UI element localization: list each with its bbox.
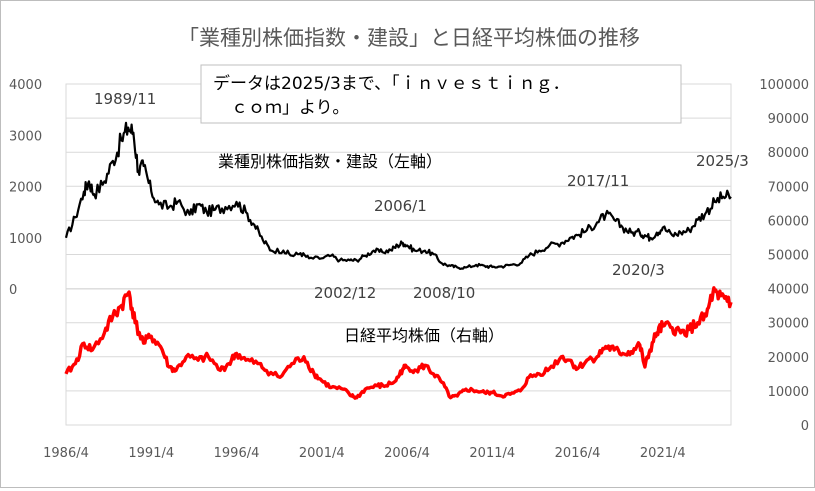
note-text-cont: ｃｏｍ」より。	[231, 98, 349, 118]
right-axis-tick-label: 10000	[768, 385, 809, 400]
x-axis-tick-label: 1996/4	[214, 446, 260, 461]
right-axis-tick-label: 30000	[768, 317, 809, 332]
right-axis-tick-label: 0	[801, 419, 809, 434]
series-label-construction: 業種別株価指数・建設（左軸）	[218, 152, 442, 171]
series-line-construction	[64, 121, 732, 270]
x-axis-tick-label: 1991/4	[128, 446, 174, 461]
annotation-2002-12: 2002/12	[314, 284, 376, 302]
left-axis: 0 1000 2000 3000 4000	[9, 78, 42, 298]
annotation-2020-3: 2020/3	[612, 261, 665, 279]
chart-title: 「業種別株価指数・建設」と日経平均株価の推移	[178, 26, 640, 50]
right-axis-tick-label: 20000	[768, 351, 809, 366]
note-text: データは2025/3まで、「ｉｎｖｅｓｔｉｎｇ．	[213, 73, 570, 94]
annotation-2017-11: 2017/11	[567, 172, 629, 190]
series-label-nikkei: 日経平均株価（右軸）	[344, 326, 504, 345]
annotation-1989-11: 1989/11	[94, 90, 156, 108]
x-axis: 1986/4 1991/4 1996/4 2001/4 2006/4 2011/4 2016…	[43, 446, 686, 461]
x-axis-tick-label: 2021/4	[640, 446, 686, 461]
annotation-2006-1: 2006/1	[374, 197, 427, 215]
left-axis-tick-label: 4000	[9, 78, 42, 93]
note-box: データは2025/3まで、「ｉｎｖｅｓｔｉｎｇ． ｃｏｍ」より。	[200, 64, 682, 124]
right-axis-tick-label: 40000	[768, 283, 809, 298]
right-axis-tick-label: 90000	[768, 112, 809, 127]
right-axis: 0 10000 20000 30000 40000 50000 60000 70000 8000…	[759, 78, 809, 434]
x-axis-tick-label: 1986/4	[43, 446, 89, 461]
annotation-2025-3: 2025/3	[696, 152, 749, 170]
right-axis-tick-label: 100000	[759, 78, 809, 93]
right-axis-tick-label: 60000	[768, 214, 809, 229]
left-axis-tick-label: 1000	[9, 232, 42, 247]
x-axis-tick-label: 2016/4	[555, 446, 601, 461]
right-axis-tick-label: 50000	[768, 249, 809, 264]
left-axis-tick-label: 0	[9, 283, 17, 298]
annotation-2008-10: 2008/10	[413, 284, 475, 302]
x-axis-tick-label: 2001/4	[299, 446, 345, 461]
right-axis-tick-label: 80000	[768, 146, 809, 161]
right-axis-tick-label: 70000	[768, 180, 809, 195]
x-axis-tick-label: 2011/4	[469, 446, 515, 461]
x-axis-tick-label: 2006/4	[384, 446, 430, 461]
left-axis-tick-label: 3000	[9, 129, 42, 144]
left-axis-tick-label: 2000	[9, 181, 42, 196]
series-line-nikkei	[64, 286, 733, 400]
